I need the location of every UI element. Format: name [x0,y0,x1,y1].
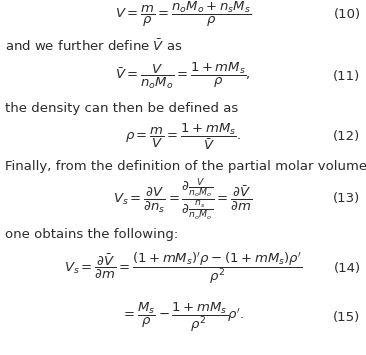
Text: (12): (12) [333,130,361,143]
Text: $V = \dfrac{m}{\rho} = \dfrac{n_o M_o + n_s M_s}{\rho}$: $V = \dfrac{m}{\rho} = \dfrac{n_o M_o + … [115,0,251,29]
Text: (10): (10) [333,8,361,21]
Text: (11): (11) [333,70,361,83]
Text: (15): (15) [333,311,361,324]
Text: (13): (13) [333,192,361,205]
Text: $= \dfrac{M_s}{\rho} - \dfrac{1 + mM_s}{\rho^2}\rho'.$: $= \dfrac{M_s}{\rho} - \dfrac{1 + mM_s}{… [122,301,244,334]
Text: $\rho = \dfrac{m}{V} = \dfrac{1 + mM_s}{\bar{V}}.$: $\rho = \dfrac{m}{V} = \dfrac{1 + mM_s}{… [125,121,241,152]
Text: Finally, from the definition of the partial molar volume,: Finally, from the definition of the part… [5,160,366,173]
Text: (14): (14) [333,262,361,274]
Text: $\bar{V} = \dfrac{V}{n_o M_o} = \dfrac{1 + mM_s}{\rho},$: $\bar{V} = \dfrac{V}{n_o M_o} = \dfrac{1… [115,61,251,92]
Text: one obtains the following:: one obtains the following: [5,228,179,241]
Text: and we further define $\bar{V}$ as: and we further define $\bar{V}$ as [5,38,183,54]
Text: $V_s = \dfrac{\partial \bar{V}}{\partial m} = \dfrac{(1 + mM_s)'\rho - (1 + mM_s: $V_s = \dfrac{\partial \bar{V}}{\partial… [64,250,302,286]
Text: $V_s = \dfrac{\partial V}{\partial n_s} = \dfrac{\partial \frac{V}{n_o M_o}}{\pa: $V_s = \dfrac{\partial V}{\partial n_s} … [113,176,253,222]
Text: the density can then be defined as: the density can then be defined as [5,102,239,115]
